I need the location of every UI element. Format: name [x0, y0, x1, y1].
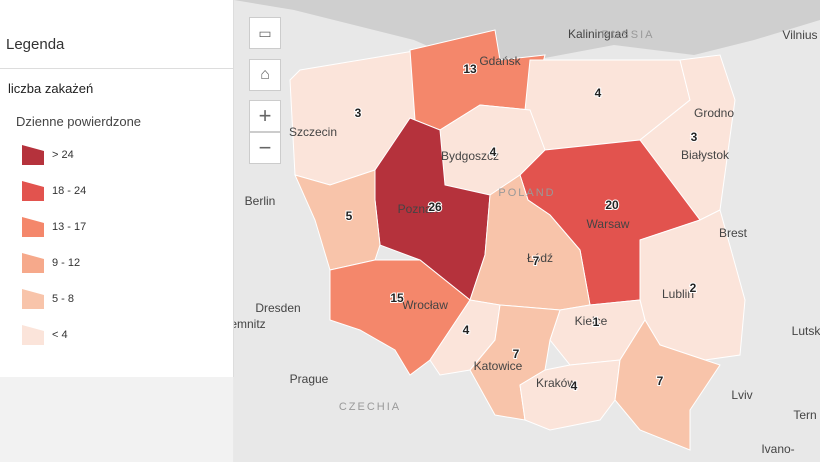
legend-label: 13 - 17 — [52, 221, 87, 233]
legend-item: < 4 — [22, 324, 68, 346]
legend-label: 18 - 24 — [52, 185, 87, 197]
place-label: RUSSIA — [602, 29, 655, 41]
legend-item: > 24 — [22, 144, 74, 166]
panel-bg — [0, 377, 233, 462]
place-label: Tern — [793, 408, 816, 422]
place-label: Gdańsk — [479, 54, 521, 68]
place-label: Warsaw — [587, 217, 630, 231]
place-label: Prague — [290, 372, 329, 386]
region — [294, 169, 381, 271]
place-label: Kaliningrad — [568, 27, 628, 41]
place-label: emnitz — [234, 317, 266, 331]
legend-item: 5 - 8 — [22, 288, 74, 310]
place-label: Dresden — [255, 301, 300, 315]
place-label: Lublin — [662, 287, 694, 301]
place-label: Grodno — [694, 106, 734, 120]
legend-item: 9 - 12 — [22, 252, 80, 274]
sea — [234, 0, 820, 75]
legend-swatch — [22, 217, 44, 237]
place-label: Bydgoszcz — [441, 149, 499, 163]
legend-panel: Legenda liczba zakażeń Dzienne powierdzo… — [0, 0, 234, 377]
place-label: Berlin — [245, 194, 276, 208]
place-label: Białystok — [681, 148, 730, 162]
region-value: 1 — [593, 315, 600, 329]
legend-item: 18 - 24 — [22, 180, 86, 202]
place-label: Szczecin — [289, 125, 337, 139]
home-button[interactable]: ⌂ — [249, 59, 281, 91]
legend-label: 9 - 12 — [52, 257, 81, 269]
region-value: 3 — [691, 130, 698, 144]
place-label: Ivano- — [761, 442, 794, 456]
place-label: POLAND — [498, 187, 555, 199]
legend-layer: liczba zakażeń — [8, 81, 94, 96]
legend-swatch — [22, 145, 44, 165]
region-value: 7 — [513, 347, 520, 361]
legend-label: > 24 — [52, 149, 74, 161]
region-value: 4 — [490, 145, 497, 159]
region-value: 5 — [346, 209, 353, 223]
place-label: Lutsk — [792, 324, 820, 338]
place-label: Kielce — [575, 314, 608, 328]
region-value: 7 — [533, 254, 540, 268]
region-value: 26 — [428, 200, 442, 214]
legend-item: 13 - 17 — [22, 216, 86, 238]
basemap-button[interactable]: ▭ — [249, 17, 281, 49]
zoom-in-button[interactable]: + — [249, 100, 281, 132]
region-value: 2 — [690, 281, 697, 295]
legend-swatch — [22, 253, 44, 273]
region-value: 4 — [571, 379, 578, 393]
legend-swatch — [22, 325, 44, 345]
region-value: 20 — [605, 198, 619, 212]
legend-label: 5 - 8 — [52, 293, 75, 305]
legend-swatch — [22, 289, 44, 309]
legend-subtitle: Dzienne powierdzone — [16, 114, 142, 129]
region — [614, 319, 721, 451]
legend-title: Legenda — [6, 36, 65, 53]
place-label: Katowice — [474, 359, 523, 373]
region-value: 4 — [463, 323, 470, 337]
zoom-out-button[interactable]: − — [249, 132, 281, 164]
region-value: 3 — [355, 106, 362, 120]
place-label: Lviv — [731, 388, 752, 402]
place-label: Kraków — [536, 376, 576, 390]
place-label: Poznań — [398, 202, 439, 216]
place-label: CZECHIA — [339, 401, 401, 413]
legend-swatch — [22, 181, 44, 201]
place-label: Wrocław — [402, 298, 448, 312]
region — [469, 304, 561, 421]
region-value: 4 — [595, 86, 602, 100]
place-label: Vilnius — [782, 28, 817, 42]
region-value: 13 — [463, 62, 477, 76]
place-label: Brest — [719, 226, 748, 240]
legend-label: < 4 — [52, 329, 68, 341]
region-value: 7 — [657, 374, 664, 388]
region-value: 15 — [390, 291, 404, 305]
place-label: Łódź — [527, 251, 553, 265]
